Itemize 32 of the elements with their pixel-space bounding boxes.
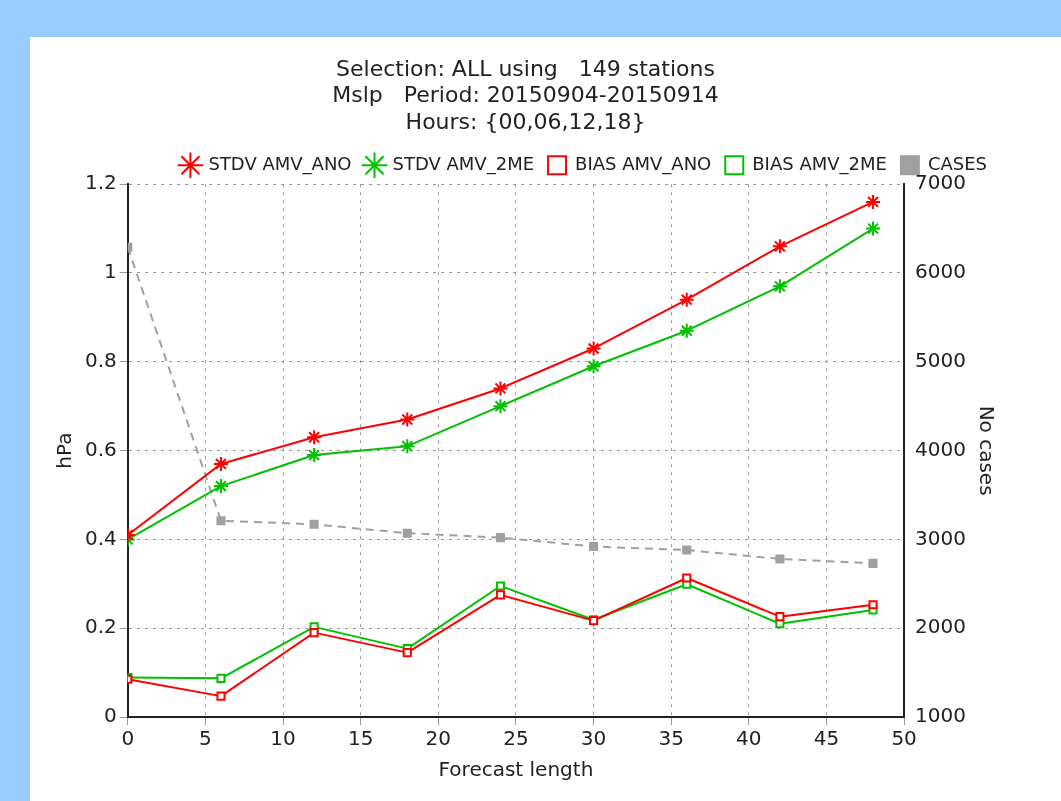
- x-tick-label: 40: [736, 726, 762, 751]
- chart-title: Selection: ALL using 149 stations Mslp Period: 20150904-20150914 Hours: {00,06,12,18}: [332, 55, 719, 134]
- legend-label: BIAS AMV_2ME: [752, 152, 887, 175]
- y-tick-label: 1.2: [84, 170, 117, 195]
- y-tick-label: 0.8: [84, 348, 117, 372]
- x-tick-label: 5: [199, 726, 212, 751]
- x-tick-label: 15: [347, 726, 374, 751]
- legend-label: BIAS AMV_ANO: [575, 152, 712, 175]
- y2-tick-label: 6000: [915, 259, 967, 284]
- legend-label: STDV AMV_2ME: [392, 152, 535, 175]
- y-tick-label: 0: [104, 703, 117, 728]
- legend-label: STDV AMV_ANO: [208, 152, 352, 175]
- x-tick-label: 50: [891, 726, 917, 751]
- y2-tick-label: 4000: [915, 436, 967, 461]
- y-tick-label: 0.4: [84, 525, 117, 550]
- x-axis-title: Forecast length: [438, 757, 594, 782]
- y2-tick-label: 2000: [915, 614, 967, 639]
- x-tick-label: 10: [270, 726, 296, 751]
- y-tick-label: 0.2: [84, 614, 117, 639]
- y-tick-label: 1: [104, 259, 117, 284]
- x-tick-label: 30: [580, 726, 607, 751]
- y2-tick-label: 1000: [915, 703, 967, 728]
- y-axis-title: hPa: [52, 432, 77, 469]
- x-tick-label: 35: [658, 726, 684, 751]
- y-tick-label: 0.6: [84, 436, 117, 461]
- y2-tick-label: 5000: [915, 348, 967, 372]
- y2-tick-label: 3000: [915, 525, 967, 550]
- x-tick-label: 25: [503, 726, 529, 751]
- x-tick-label: 20: [425, 726, 452, 751]
- y2-axis-title: No cases: [974, 405, 999, 496]
- x-tick-label: 0: [121, 726, 135, 751]
- x-tick-label: 45: [813, 726, 840, 751]
